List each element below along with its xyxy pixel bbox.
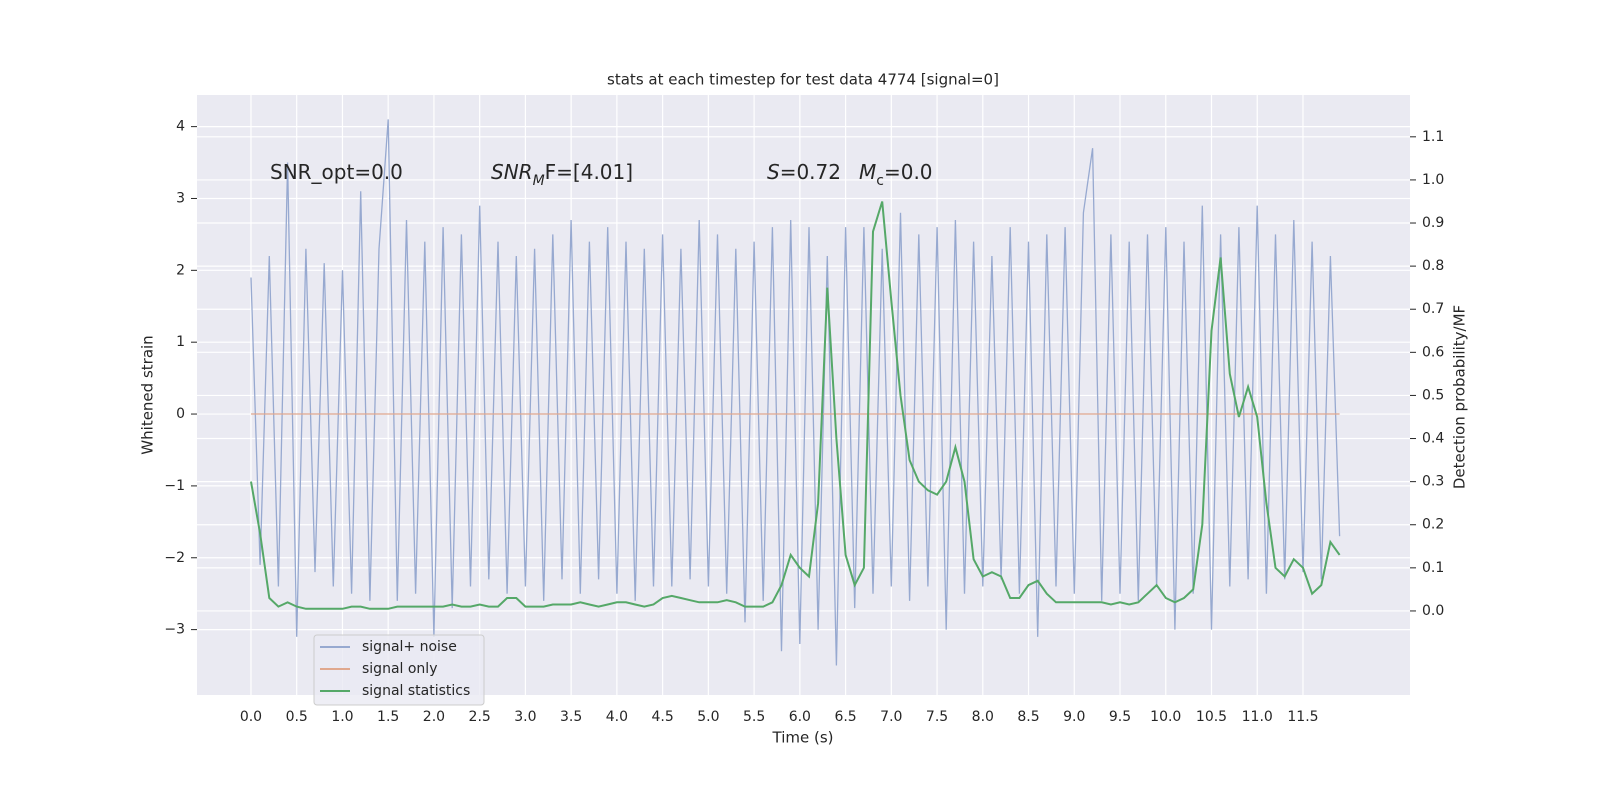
x-tick-label: 3.0 bbox=[514, 709, 536, 725]
x-tick-label: 5.0 bbox=[697, 709, 719, 725]
y2-tick-label: 0.1 bbox=[1422, 560, 1444, 576]
legend-label: signal statistics bbox=[362, 683, 470, 699]
y-tick-label: −1 bbox=[164, 478, 185, 494]
annotation-part: =0.72 bbox=[780, 160, 841, 184]
x-tick-label: 9.0 bbox=[1063, 709, 1085, 725]
x-tick-label: 0.0 bbox=[240, 709, 262, 725]
x-tick-label: 6.0 bbox=[789, 709, 811, 725]
y2-tick-label: 1.0 bbox=[1422, 172, 1444, 188]
y2-tick-label: 0.9 bbox=[1422, 215, 1444, 231]
x-tick-label: 3.5 bbox=[560, 709, 582, 725]
x-tick-label: 4.5 bbox=[651, 709, 673, 725]
x-tick-label: 10.0 bbox=[1150, 709, 1181, 725]
annotation: SNR_opt=0.0 bbox=[270, 160, 403, 184]
y2-tick-label: 0.2 bbox=[1422, 517, 1444, 533]
legend-label: signal only bbox=[362, 661, 437, 677]
x-tick-label: 11.0 bbox=[1242, 709, 1273, 725]
annotation-part: SNR bbox=[491, 160, 533, 184]
x-tick-label: 10.5 bbox=[1196, 709, 1227, 725]
x-tick-label: 6.5 bbox=[834, 709, 856, 725]
annotation-part: SNR_opt=0.0 bbox=[270, 160, 403, 184]
y-tick-label: −2 bbox=[164, 550, 185, 566]
x-axis-label: Time (s) bbox=[772, 729, 834, 747]
y-tick-label: 3 bbox=[176, 190, 185, 206]
y-tick-label: 4 bbox=[176, 119, 185, 135]
y2-tick-label: 0.7 bbox=[1422, 301, 1444, 317]
annotation-part: =0.0 bbox=[884, 160, 933, 184]
legend-box bbox=[313, 634, 485, 706]
x-tick-label: 9.5 bbox=[1109, 709, 1131, 725]
annotation: SNRMF=[4.01] bbox=[491, 160, 633, 190]
y2-axis-label: Detection probability/MF bbox=[1451, 305, 1469, 489]
y2-tick-label: 0.8 bbox=[1422, 258, 1444, 274]
y-tick-label: 0 bbox=[176, 406, 185, 422]
x-tick-label: 8.5 bbox=[1017, 709, 1039, 725]
y2-tick-label: 0.3 bbox=[1422, 474, 1444, 490]
x-tick-label: 4.0 bbox=[606, 709, 628, 725]
x-tick-label: 11.5 bbox=[1287, 709, 1318, 725]
y-tick-label: 2 bbox=[176, 262, 185, 278]
series-line bbox=[250, 119, 1341, 666]
y-axis-label: Whitened strain bbox=[139, 335, 157, 454]
annotation-part: M bbox=[859, 160, 876, 184]
x-tick-label: 2.5 bbox=[469, 709, 491, 725]
x-tick-label: 0.5 bbox=[286, 709, 308, 725]
annotation: Mc=0.0 bbox=[859, 160, 933, 190]
y2-tick-label: 0.6 bbox=[1422, 344, 1444, 360]
y2-tick-label: 0.0 bbox=[1422, 603, 1444, 619]
legend-label: signal+ noise bbox=[362, 639, 457, 655]
annotation-part: S bbox=[767, 160, 780, 184]
annotation-part: c bbox=[876, 173, 884, 189]
annotation-part: M bbox=[533, 173, 545, 189]
y-tick-label: 1 bbox=[176, 334, 185, 350]
x-tick-label: 7.0 bbox=[880, 709, 902, 725]
x-tick-label: 1.0 bbox=[331, 709, 353, 725]
y-tick-label: −3 bbox=[164, 622, 185, 638]
series-line bbox=[250, 201, 1341, 610]
chart-title: stats at each timestep for test data 477… bbox=[607, 71, 999, 89]
annotation-part: F=[4.01] bbox=[545, 160, 633, 184]
y2-tick-label: 0.4 bbox=[1422, 431, 1444, 447]
x-tick-label: 8.0 bbox=[972, 709, 994, 725]
y2-tick-label: 0.5 bbox=[1422, 387, 1444, 403]
x-tick-label: 5.5 bbox=[743, 709, 765, 725]
x-tick-label: 7.5 bbox=[926, 709, 948, 725]
x-tick-label: 1.5 bbox=[377, 709, 399, 725]
y2-tick-label: 1.1 bbox=[1422, 129, 1444, 145]
annotation: S=0.72 bbox=[767, 160, 841, 184]
x-tick-label: 2.0 bbox=[423, 709, 445, 725]
